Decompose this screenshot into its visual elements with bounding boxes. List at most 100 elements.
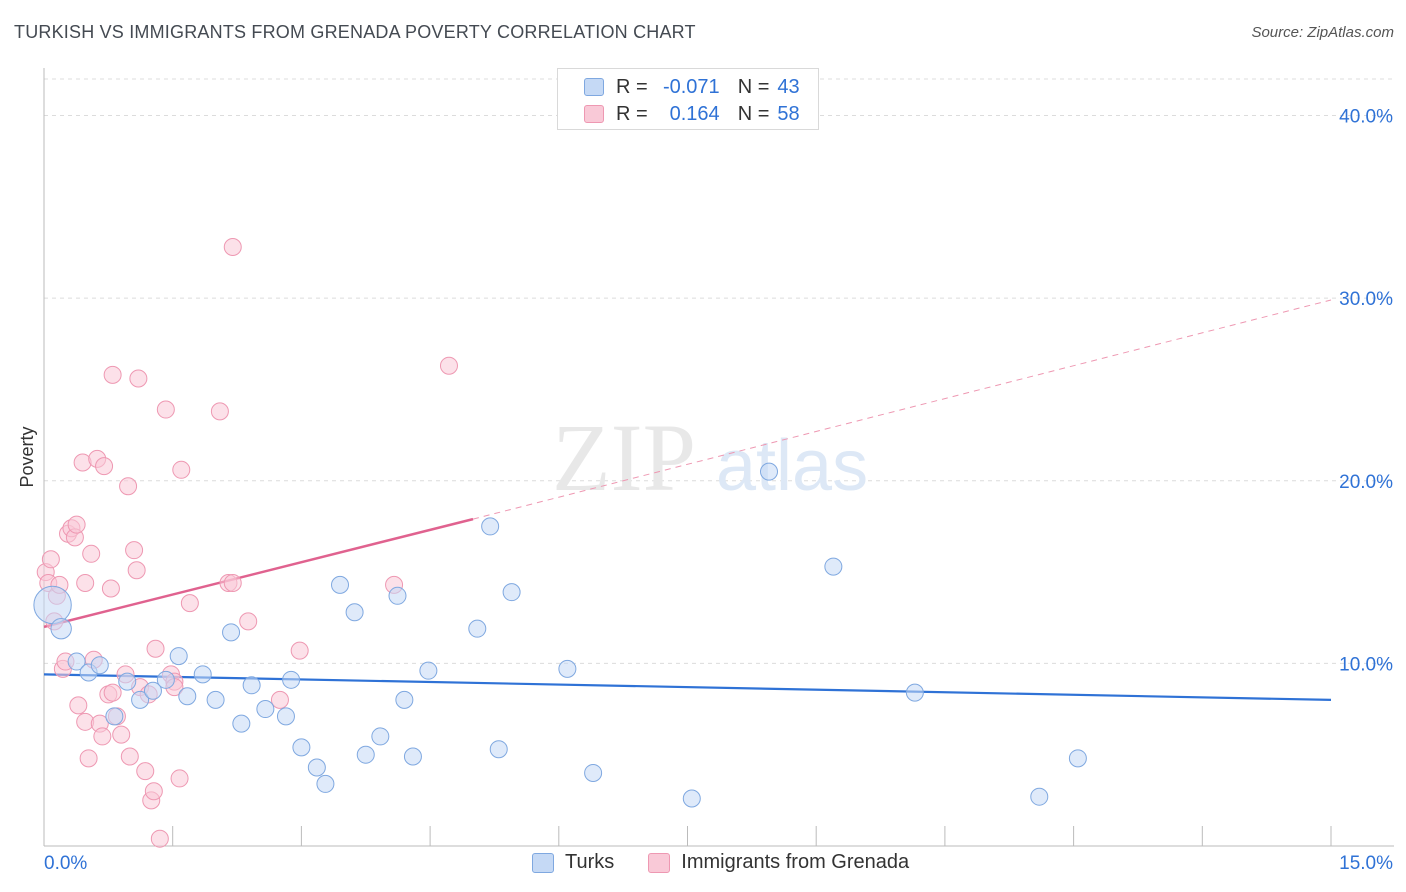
grenada-point	[120, 747, 139, 766]
y-tick-label: 10.0%	[1339, 654, 1393, 675]
chart-title: TURKISH VS IMMIGRANTS FROM GRENADA POVER…	[14, 22, 696, 42]
legend-item-grenada: Immigrants from Grenada	[648, 851, 909, 874]
grenada-point	[103, 365, 122, 384]
watermark: ZIP atlas	[552, 404, 868, 511]
turks-point	[371, 727, 390, 746]
x-tick-label-end: 15.0%	[1339, 853, 1393, 874]
grenada-point	[180, 594, 199, 613]
y-tick-label: 40.0%	[1339, 107, 1393, 128]
grenada-point	[95, 457, 114, 476]
turks-point	[67, 652, 86, 671]
grenada-point	[270, 690, 289, 709]
legend-row-grenada: R = 0.164 N = 58	[584, 102, 800, 126]
turks-point	[242, 676, 261, 695]
turks-point	[489, 740, 508, 759]
series-legend: Turks Immigrants from Grenada	[532, 851, 943, 874]
grenada-point	[82, 544, 101, 563]
turks-point	[331, 575, 350, 594]
turks-point	[193, 665, 212, 684]
trend-lines	[43, 299, 1332, 702]
turks-trend-line	[43, 673, 1332, 702]
turks-point	[682, 789, 701, 808]
grenada-point	[290, 641, 309, 660]
grenada-point	[144, 782, 163, 801]
grenada-point	[156, 400, 175, 419]
turks-point	[256, 700, 275, 719]
turks-point	[307, 758, 326, 777]
turks-point	[1030, 787, 1049, 806]
turks-point	[232, 714, 251, 733]
turks-point	[403, 747, 422, 766]
turks-point	[222, 623, 241, 642]
turks-legend-label: Turks	[565, 851, 615, 873]
grenada-point	[146, 639, 165, 658]
legend-n-label: N =	[737, 102, 770, 125]
y-axis-label: Poverty	[17, 426, 37, 487]
grenada-point	[136, 762, 155, 781]
turks-point	[1068, 749, 1087, 768]
legend-n-value: 43	[777, 75, 800, 98]
legend-item-turks: Turks	[532, 851, 614, 874]
turks-point	[481, 517, 500, 536]
data-points	[33, 238, 1087, 848]
grenada-legend-label: Immigrants from Grenada	[681, 851, 910, 873]
turks-point	[345, 603, 364, 622]
legend-r-value: -0.071	[662, 75, 720, 98]
grenada-point	[101, 579, 120, 598]
grenada-point	[93, 727, 112, 746]
turks-point	[558, 659, 577, 678]
grenada-point	[76, 574, 95, 593]
grenada-point	[210, 402, 229, 421]
turks-point	[156, 670, 175, 689]
turks-swatch	[584, 78, 604, 96]
x-tick-label-start: 0.0%	[44, 853, 87, 874]
turks-point	[395, 690, 414, 709]
turks-point	[282, 670, 301, 689]
turks-point	[316, 774, 335, 793]
legend-r-label: R =	[616, 75, 648, 98]
watermark-zip: ZIP	[552, 404, 696, 511]
turks-point	[131, 690, 150, 709]
grenada-point	[223, 238, 242, 257]
axes	[43, 68, 1394, 847]
grenada-point	[239, 612, 258, 631]
turks-point	[118, 672, 137, 691]
turks-point	[206, 690, 225, 709]
grenada-trend-line	[43, 517, 474, 629]
turks-point	[50, 617, 72, 640]
turks-point	[33, 585, 72, 625]
y-tick-label: 30.0%	[1339, 289, 1393, 310]
legend-row-turks: R = -0.071 N = 43	[584, 75, 800, 99]
source-label: Source: ZipAtlas.com	[1251, 24, 1394, 41]
grenada-point	[67, 515, 86, 534]
watermark-atlas: atlas	[716, 426, 868, 506]
grenada-point	[112, 725, 131, 744]
legend-r-label: R =	[616, 102, 648, 125]
correlation-legend: R = -0.071 N = 43 R = 0.164 N = 58	[557, 68, 819, 130]
tick-labels: 10.0% 20.0% 30.0% 40.0% 0.0% 15.0%	[44, 107, 1393, 874]
grenada-legend-swatch	[648, 852, 671, 873]
turks-point	[760, 462, 779, 481]
legend-r-value: 0.164	[669, 102, 720, 125]
grenada-point	[125, 541, 144, 560]
turks-point	[824, 557, 843, 576]
turks-point	[292, 738, 311, 757]
turks-point	[419, 661, 438, 680]
grenada-point	[103, 683, 122, 702]
turks-point	[356, 745, 375, 764]
turks-point	[584, 763, 603, 782]
grenada-point	[41, 550, 60, 569]
grenada-point	[223, 574, 242, 593]
grenada-point	[150, 829, 169, 848]
turks-point	[90, 656, 109, 675]
grenada-point	[170, 769, 189, 788]
grenada-point	[79, 749, 98, 768]
turks-point	[105, 707, 124, 726]
legend-n-label: N =	[737, 75, 770, 98]
legend-n-value: 58	[777, 102, 800, 125]
turks-point	[169, 647, 188, 666]
grenada-swatch	[584, 105, 604, 123]
y-tick-label: 20.0%	[1339, 472, 1393, 493]
grenada-trend-extension	[472, 299, 1332, 520]
